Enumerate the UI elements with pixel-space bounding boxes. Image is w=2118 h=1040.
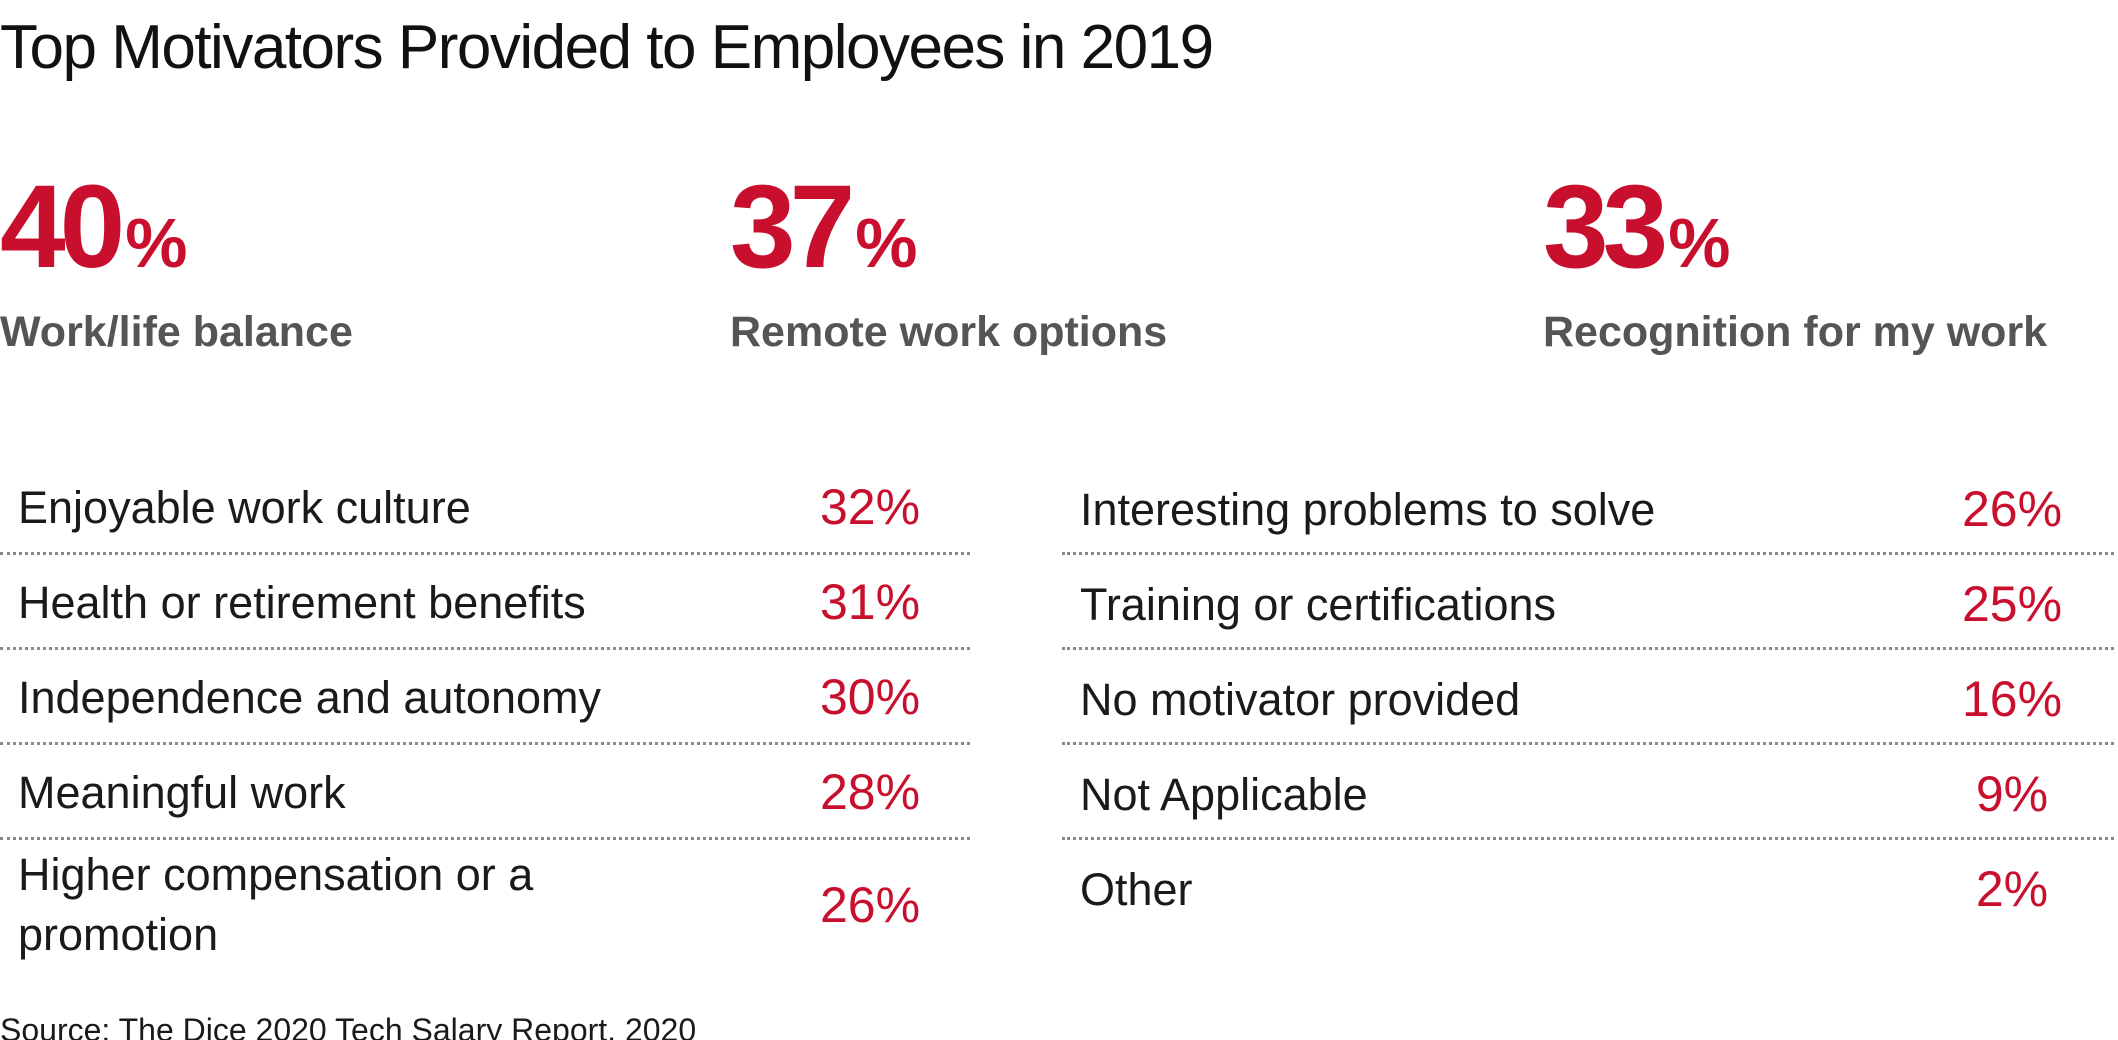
row-value: 25%	[1961, 576, 2063, 632]
list-row: Higher compensation or a promotion 26%	[0, 840, 970, 975]
highlight-number: 33	[1543, 161, 1668, 293]
row-value: 31%	[819, 574, 921, 630]
list-row: No motivator provided 16%	[1062, 650, 2114, 745]
row-value: 16%	[1961, 671, 2063, 727]
row-label: Independence and autonomy	[18, 672, 601, 723]
highlight-unit: %	[1668, 204, 1731, 282]
row-value: 2%	[1975, 861, 2049, 917]
row-value: 26%	[1961, 481, 2063, 537]
list-row: Not Applicable 9%	[1062, 745, 2114, 840]
highlight-number: 37	[730, 161, 855, 293]
row-value: 9%	[1975, 766, 2049, 822]
highlight-value: 40%	[0, 168, 353, 286]
row-value: 26%	[819, 877, 921, 933]
row-label: Higher compensation or a promotion	[18, 849, 534, 960]
row-value: 32%	[819, 479, 921, 535]
highlight-label: Work/life balance	[0, 308, 353, 356]
list-row: Meaningful work 28%	[0, 745, 970, 840]
row-label: Not Applicable	[1080, 769, 1368, 820]
row-label: Interesting problems to solve	[1080, 484, 1656, 535]
list-row: Independence and autonomy 30%	[0, 650, 970, 745]
list-row: Health or retirement benefits 31%	[0, 555, 970, 650]
highlight-unit: %	[855, 204, 918, 282]
row-label: Enjoyable work culture	[18, 482, 471, 533]
row-label: Meaningful work	[18, 767, 346, 818]
list-row: Interesting problems to solve 26%	[1062, 455, 2114, 555]
row-value: 28%	[819, 764, 921, 820]
highlight-recognition: 33% Recognition for my work	[1543, 168, 2047, 357]
highlight-number: 40	[0, 161, 125, 293]
highlight-value: 37%	[730, 168, 1167, 286]
highlight-remote-work-options: 37% Remote work options	[730, 168, 1167, 357]
highlight-unit: %	[125, 204, 188, 282]
source-note: Source: The Dice 2020 Tech Salary Report…	[0, 1012, 697, 1040]
row-label: Health or retirement benefits	[18, 577, 586, 628]
row-label: No motivator provided	[1080, 674, 1521, 725]
list-row: Training or certifications 25%	[1062, 555, 2114, 650]
list-row: Other 2%	[1062, 840, 2114, 975]
highlight-work-life-balance: 40% Work/life balance	[0, 168, 353, 357]
row-label: Other	[1080, 864, 1193, 915]
highlight-label: Recognition for my work	[1543, 308, 2048, 356]
row-label: Training or certifications	[1080, 579, 1557, 630]
highlight-label: Remote work options	[730, 308, 1168, 356]
list-row: Enjoyable work culture 32%	[0, 455, 970, 555]
highlight-value: 33%	[1543, 168, 2047, 286]
row-value: 30%	[819, 669, 921, 725]
chart-title: Top Motivators Provided to Employees in …	[0, 13, 1214, 82]
